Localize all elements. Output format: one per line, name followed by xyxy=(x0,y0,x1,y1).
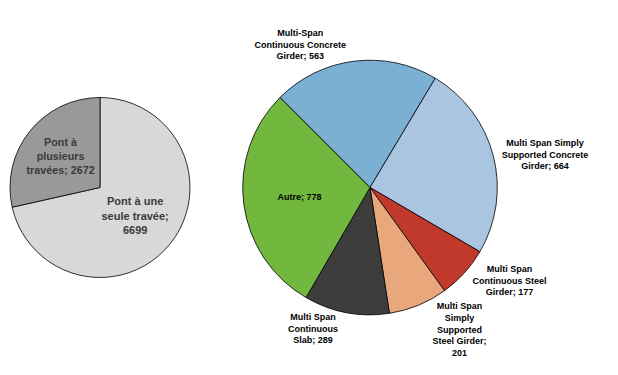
svg-text:Multi SpanContinuous SteelGird: Multi SpanContinuous SteelGirder; 177 xyxy=(473,264,547,297)
svg-text:Pont à uneseule travée;6699: Pont à uneseule travée;6699 xyxy=(101,195,168,236)
svg-text:Autre; 778: Autre; 778 xyxy=(278,192,322,202)
svg-text:Multi-SpanContinuous ConcreteG: Multi-SpanContinuous ConcreteGirder; 563 xyxy=(254,28,346,61)
svg-text:Multi Span SimplySupported Con: Multi Span SimplySupported ConcreteGirde… xyxy=(502,138,589,171)
svg-text:Multi SpanSimplySupportedSteel: Multi SpanSimplySupportedSteel Girder;20… xyxy=(433,301,487,358)
svg-text:Pont àplusieurstravées; 2672: Pont àplusieurstravées; 2672 xyxy=(26,136,94,176)
svg-text:Multi SpanContinuousSlab; 289: Multi SpanContinuousSlab; 289 xyxy=(288,312,338,345)
